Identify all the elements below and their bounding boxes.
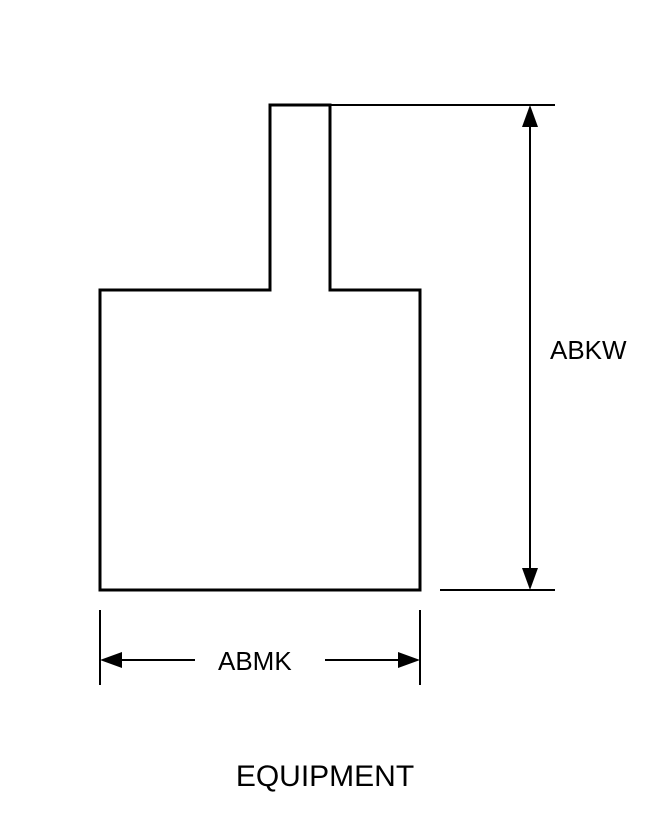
arrow-up — [522, 105, 538, 127]
height-dim-label: ABKW — [550, 335, 627, 366]
arrow-down — [522, 568, 538, 590]
arrow-right — [398, 652, 420, 668]
width-dim-label: ABMK — [218, 646, 292, 677]
diagram-title: EQUIPMENT — [0, 760, 650, 794]
diagram-canvas — [0, 0, 650, 839]
arrow-left — [100, 652, 122, 668]
equipment-shape — [100, 105, 420, 590]
